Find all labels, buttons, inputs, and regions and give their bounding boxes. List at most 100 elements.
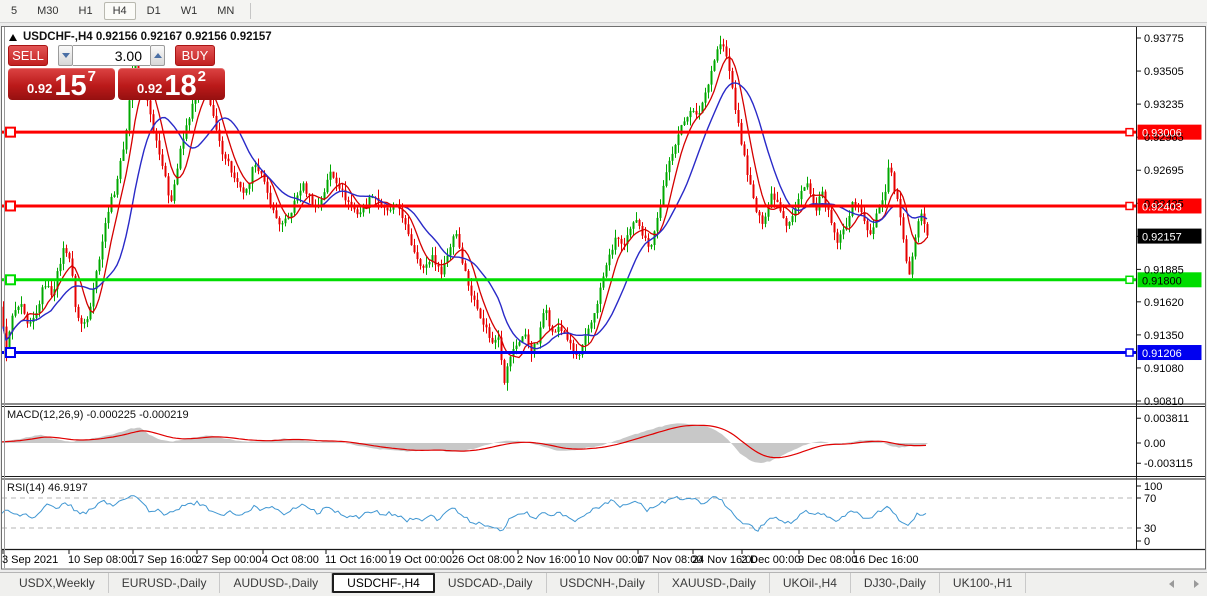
timeframe-button-h4[interactable]: H4 (103, 2, 136, 20)
time-tick-label: 19 Oct 00:00 (389, 554, 452, 566)
time-tick-label: 17 Sep 16:00 (132, 554, 197, 566)
sell-price-button[interactable]: 0.92 15 7 (8, 68, 115, 102)
candlesticks (2, 35, 929, 391)
price-tick-label: 0.93775 (1144, 33, 1184, 45)
sell-price-pip: 7 (87, 68, 96, 85)
price-level-badge-text: 0.92403 (1142, 201, 1182, 213)
price-level-badge-text: 0.91206 (1142, 348, 1182, 360)
price-level-badge (1137, 198, 1202, 214)
time-tick-label: 2 Nov 16:00 (517, 554, 576, 566)
time-tick-label: 2 Dec 00:00 (741, 554, 800, 566)
macd-label: MACD(12,26,9) -0.000225 -0.000219 (7, 409, 189, 421)
rsi-tick-label: 30 (1144, 523, 1156, 535)
tabs-scroll-right-icon[interactable] (1194, 579, 1199, 588)
sell-price-big: 15 (54, 70, 87, 102)
time-tick-label: 3 Sep 2021 (2, 554, 58, 566)
chart-tabs: USDX,Weekly EURUSD-,Daily AUDUSD-,Daily USD… (6, 573, 1027, 593)
chart-title-text: USDCHF-,H4 0.92156 0.92167 0.92156 0.921… (23, 31, 272, 43)
timeframe-button-m30[interactable]: M30 (28, 2, 67, 20)
macd-tick-label: 0.003811 (1144, 413, 1189, 425)
tab-audusd-daily[interactable]: AUDUSD-,Daily (220, 573, 333, 593)
chart-plot-area[interactable] (2, 26, 1205, 569)
price-axis[interactable] (1136, 37, 1202, 402)
tabs-scroll-left-icon[interactable] (1169, 579, 1174, 588)
volume-spinner (58, 45, 165, 66)
volume-input[interactable] (73, 45, 150, 66)
tab-ukoil-h4[interactable]: UKOil-,H4 (770, 573, 851, 593)
price-tick-label: 0.93235 (1144, 99, 1184, 111)
tab-usdcad-daily[interactable]: USDCAD-,Daily (435, 573, 547, 593)
rsi-line (1, 495, 927, 532)
volume-increase-button[interactable] (150, 45, 165, 66)
price-level-badge (1137, 124, 1202, 140)
chart-tab-bar: USDX,Weekly EURUSD-,Daily AUDUSD-,Daily USD… (0, 572, 1207, 593)
time-tick-label: 4 Oct 08:00 (262, 554, 319, 566)
level-line-handle[interactable] (5, 274, 16, 286)
buy-button[interactable]: BUY (175, 45, 215, 66)
macd-tick-label: -0.003115 (1144, 458, 1193, 470)
price-tick-label: 0.93505 (1144, 66, 1184, 78)
price-tick-label: 0.91350 (1144, 330, 1184, 342)
buy-price-big: 18 (164, 70, 197, 102)
level-line-handle[interactable] (5, 126, 16, 138)
level-line-handle[interactable] (5, 200, 16, 212)
macd-signal-line (1, 424, 927, 459)
tab-usdcnh-daily[interactable]: USDCNH-,Daily (547, 573, 659, 593)
price-tick-label: 0.91620 (1144, 297, 1184, 309)
time-tick-label: 26 Oct 08:00 (452, 554, 515, 566)
price-tick-label: 0.92965 (1144, 132, 1184, 144)
rsi-tick-label: 70 (1144, 493, 1156, 505)
price-tick-label: 0.92695 (1144, 165, 1184, 177)
chart-window: 0.93775 0.93505 0.93235 0.92965 0.92695 0.924… (0, 24, 1207, 570)
price-tick-label: 0.91080 (1144, 363, 1184, 375)
window-border (1, 26, 1206, 570)
time-tick-label: 9 Dec 08:00 (798, 554, 857, 566)
time-axis[interactable] (2, 550, 855, 554)
time-tick-label: 27 Sep 00:00 (196, 554, 261, 566)
volume-decrease-button[interactable] (58, 45, 73, 66)
timeframe-button-w1[interactable]: W1 (172, 2, 207, 20)
price-tick-label: 0.92155 (1144, 231, 1184, 243)
status-strip (0, 593, 1207, 596)
rsi-label: RSI(14) 46.9197 (7, 482, 88, 494)
macd-tick-label: 0.00 (1144, 438, 1165, 450)
price-level-badge (1137, 272, 1202, 288)
timeframe-button-d1[interactable]: D1 (138, 2, 170, 20)
sell-price-prefix: 0.92 (27, 81, 53, 96)
rsi-tick-label: 0 (1144, 536, 1150, 548)
timeframe-button-mn[interactable]: MN (208, 2, 243, 20)
time-tick-label: 17 Nov 08:00 (637, 554, 702, 566)
tab-eurusd-daily[interactable]: EURUSD-,Daily (109, 573, 221, 593)
timeframe-button-h1[interactable]: H1 (70, 2, 102, 20)
tab-usdchf-h4[interactable]: USDCHF-,H4 (332, 573, 435, 593)
one-click-trading-toggle-icon[interactable] (9, 33, 17, 41)
buy-price-prefix: 0.92 (137, 81, 163, 96)
ma-slow-line (2, 82, 928, 350)
triangle-down-icon (61, 53, 70, 58)
time-tick-label: 10 Sep 08:00 (68, 554, 133, 566)
price-tick-label: 0.92425 (1144, 198, 1184, 210)
sell-button[interactable]: SELL (8, 45, 48, 66)
price-tick-label: 0.91885 (1144, 264, 1184, 276)
tab-scrollers (1169, 573, 1199, 594)
level-line-handle[interactable] (5, 347, 16, 359)
level-line-axis-marker (1125, 201, 1134, 211)
price-level-badge-text: 0.93006 (1142, 128, 1182, 140)
level-line-axis-marker (1125, 275, 1134, 285)
buy-price-button[interactable]: 0.92 18 2 (118, 68, 225, 102)
tab-xauusd-daily[interactable]: XAUUSD-,Daily (659, 573, 770, 593)
macd-histogram (2, 423, 928, 463)
tab-dj30-daily[interactable]: DJ30-,Daily (851, 573, 940, 593)
price-level-badge-text: 0.92157 (1142, 232, 1182, 244)
timeframe-button-5[interactable]: 5 (2, 2, 26, 20)
time-tick-label: 10 Nov 00:00 (578, 554, 643, 566)
timeframe-toolbar: 5 M30 H1 H4 D1 W1 MN (0, 0, 1207, 23)
quote-price-row: 0.92 15 7 0.92 18 2 (8, 68, 225, 102)
ma-fast-line (2, 56, 928, 359)
toolbar-separator (250, 3, 252, 19)
price-chart[interactable]: 0.937750.935050.932350.929650.926950.924… (0, 24, 1207, 570)
chart-title: USDCHF-,H4 0.92156 0.92167 0.92156 0.921… (9, 31, 272, 43)
tab-uk100-h1[interactable]: UK100-,H1 (940, 573, 1027, 593)
tab-usdx-weekly[interactable]: USDX,Weekly (6, 573, 109, 593)
